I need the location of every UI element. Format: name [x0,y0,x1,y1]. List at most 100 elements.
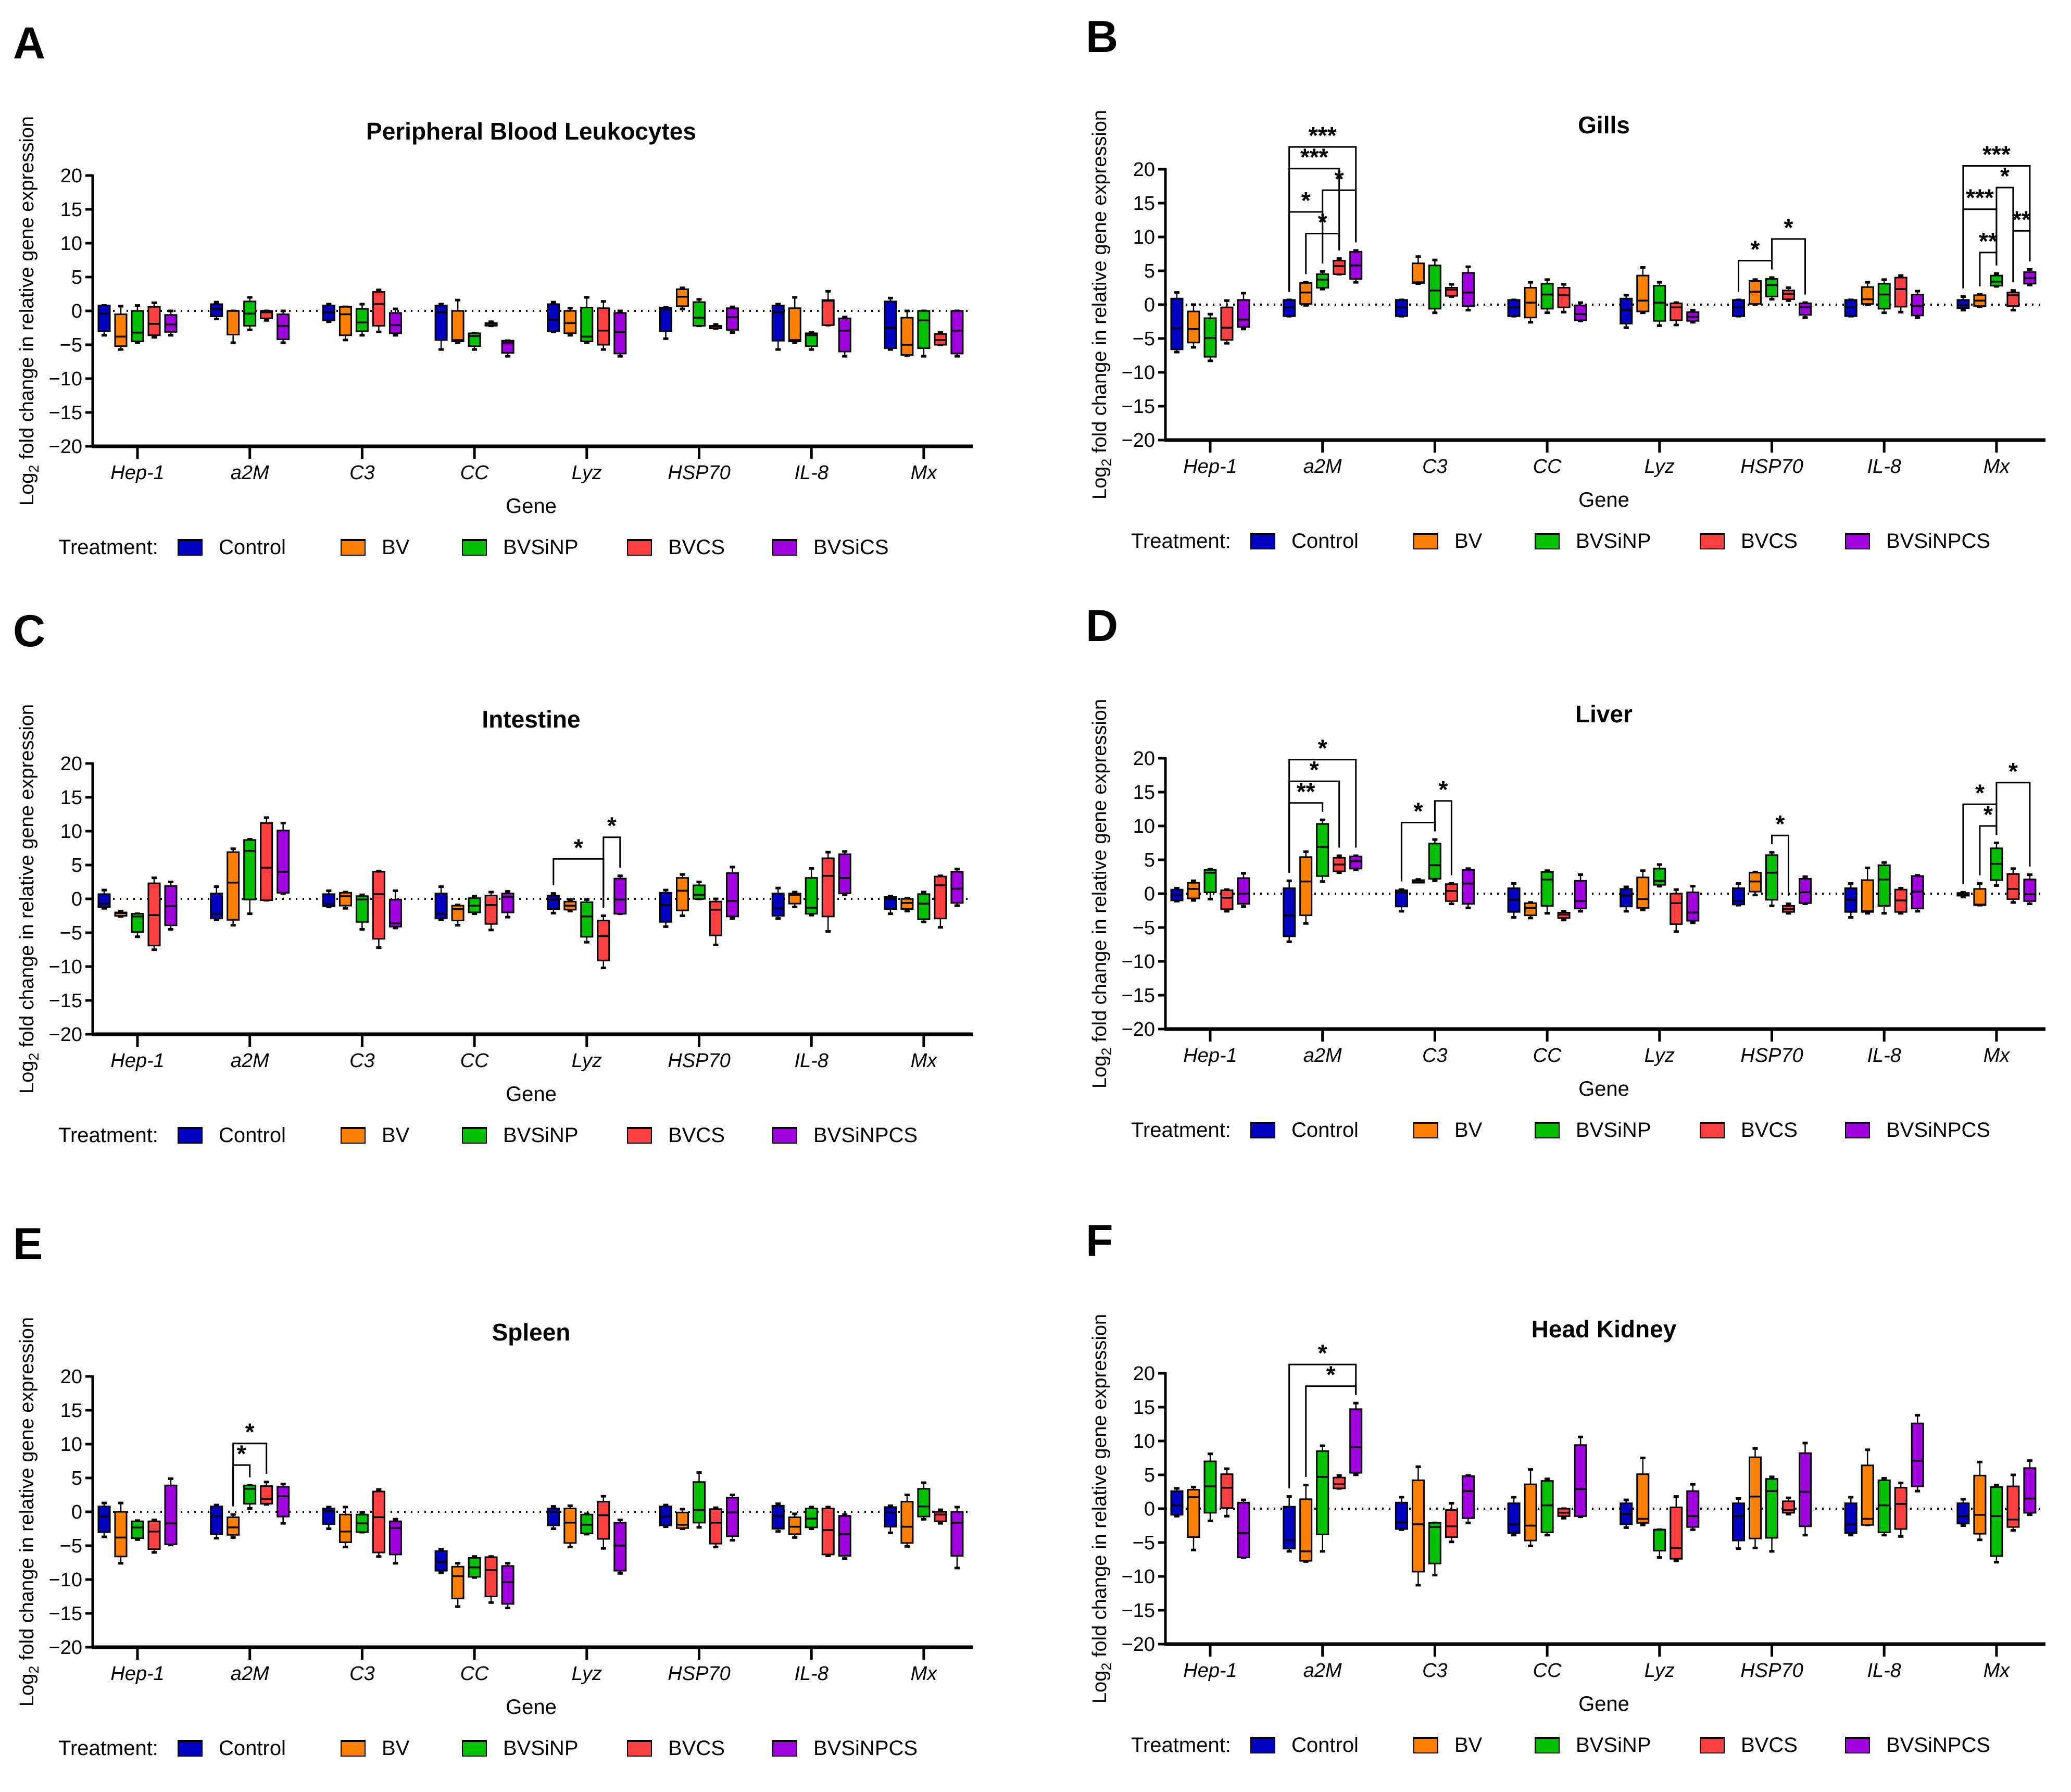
box-iqr [1461,1475,1475,1519]
significance-label: ** [1297,778,1315,805]
y-tick-label: −15 [1122,1600,1155,1622]
box-IL-8-BV [1861,1448,1874,1526]
legend-label: BVCS [1741,1119,1798,1142]
box-a2M-Control [1283,1495,1296,1553]
y-axis-label-subscript: 2 [1099,459,1114,467]
y-axis-label: Log2 fold change in relative gene expres… [16,1317,42,1707]
box-iqr [260,822,273,901]
box-iqr [788,307,801,342]
box-plot-chart: C Intestine Log2 fold change in relative g… [13,606,973,1147]
panel-f-head-kidney: F Head Kidney Log2 fold change in relative… [1073,1198,2071,1786]
box-C3-Control [1395,298,1408,318]
box-iqr [1799,1452,1812,1527]
box-iqr [917,310,931,349]
significance-label: * [1413,798,1423,825]
box-CC-Control [1507,298,1521,318]
box-Mx-Control [1956,295,1970,311]
legend-swatch [1413,1122,1438,1138]
legend-item-Control: Control [178,536,286,559]
significance-label: * [1975,779,1985,806]
box-iqr [1461,272,1475,307]
box-plot-chart: B Gills Log2 fold change in relative gene … [1086,12,2045,553]
box-HSP70-Control [659,1503,672,1528]
box-Mx-Control [884,895,897,916]
legend-label: BVCS [668,1124,725,1147]
y-axis-label: Log2 fold change in relative gene expres… [1089,699,1114,1088]
box-Lyz-BV [563,307,577,337]
box-Hep-1-BVSiNP [1203,1452,1217,1522]
box-iqr [1428,843,1441,880]
box-iqr [1636,876,1650,909]
box-Mx-BVCS [934,331,947,346]
box-a2M-BV [1299,281,1313,307]
box-a2M-BVCS [1333,257,1346,275]
box-iqr [322,1508,335,1525]
legend-title: Treatment: [1131,1119,1231,1142]
box-C3-BV [338,1506,352,1549]
box-CC-BVSiNPCS [501,890,514,919]
box-HSP70-Control [1732,1497,1745,1550]
box-iqr [597,920,610,961]
box-iqr [563,310,577,334]
box-iqr [1973,1474,1987,1535]
legend-swatch [341,1740,366,1757]
chart-title: Gills [1578,111,1630,139]
box-IL-8-BVSiNPCS [1911,1414,1924,1493]
y-tick-label: 10 [1133,816,1155,837]
legend-label: BVSiNP [503,536,579,559]
box-iqr [131,1520,144,1539]
box-iqr [1877,864,1891,907]
x-tick-label: IL-8 [1867,1045,1901,1067]
box-iqr [388,1520,402,1556]
significance-bracket: * [553,834,605,908]
box-Lyz-BVSiNP [580,1512,594,1536]
y-tick-label: −5 [60,334,82,356]
legend-item-BVCS: BVCS [627,536,725,559]
box-a2M-BV [227,1513,240,1539]
significance-label: * [2009,758,2018,785]
box-Mx-Control [884,1504,897,1534]
box-iqr [788,1516,801,1535]
box-a2M-BVSiNPCS [277,821,290,895]
x-tick-label: C3 [349,462,375,484]
box-iqr [1349,856,1363,870]
box-iqr [1316,823,1329,877]
box-C3-BV [338,305,352,342]
y-axis-label-subscript: 2 [26,1053,42,1061]
legend-item-BVSiNPCS: BVSiNPCS [772,1124,918,1147]
legend-label: BV [1454,530,1483,553]
y-axis-label: Log2 fold change in relative gene expres… [16,116,42,506]
y-tick-label: 5 [71,855,82,876]
box-iqr [1203,869,1217,893]
x-tick-label: Lyz [1645,456,1675,478]
box-a2M-BVCS [260,309,273,322]
box-iqr [322,893,335,907]
box-C3-BVSiNP [355,303,369,337]
box-iqr [1911,294,1924,317]
box-Lyz-BVSiNP [580,296,594,344]
box-Mx-Control [884,296,897,351]
y-tick-label: 0 [1144,1498,1155,1520]
legend-item-Control: Control [178,1737,286,1760]
panel-letter: F [1086,1216,1113,1266]
x-tick-label: Hep-1 [1183,1045,1237,1067]
box-Mx-BVCS [2006,1473,2020,1532]
box-iqr [1411,1479,1425,1573]
box-C3-BVSiNPCS [1461,265,1475,311]
box-Mx-BV [900,1494,914,1548]
panel-e-spleen: E Spleen Log2 fold change in relative gene… [0,1201,1021,1789]
x-tick-label: IL-8 [794,462,828,484]
box-Lyz-BVCS [1670,888,1683,933]
box-iqr [97,893,111,908]
box-iqr [355,308,369,332]
box-Lyz-BVSiNPCS [1686,1483,1700,1531]
box-Hep-1-BVSiNP [131,304,144,344]
box-a2M-BVCS [1333,854,1346,874]
box-iqr [1220,889,1234,910]
y-tick-label: 15 [60,199,82,221]
box-HSP70-BV [1749,278,1762,306]
box-IL-8-BVSiNP [805,867,818,917]
box-HSP70-Control [659,888,672,928]
legend-title: Treatment: [58,536,158,559]
box-Lyz-BVCS [1670,1495,1683,1562]
